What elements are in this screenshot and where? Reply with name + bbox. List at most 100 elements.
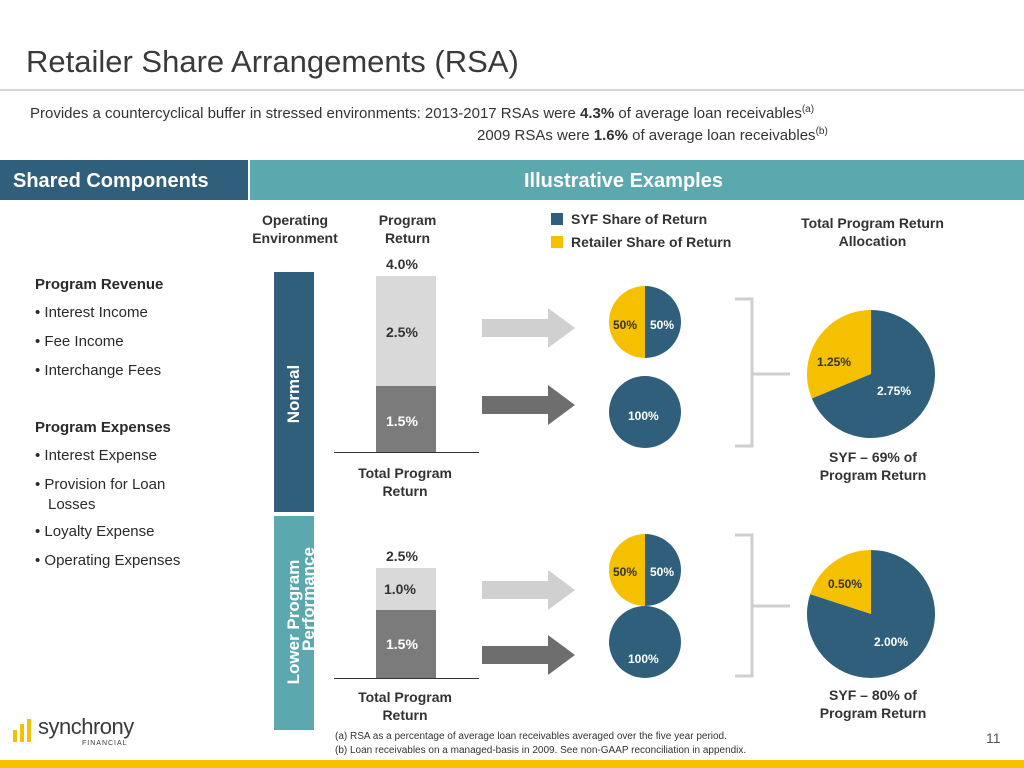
normal-lower-segment-label: 1.5%	[386, 413, 418, 429]
normal-environment-bar	[274, 272, 314, 512]
lower-upper-segment-label: 1.0%	[384, 581, 416, 597]
normal-syf-arrow	[482, 385, 575, 425]
page-number: 11	[986, 730, 1001, 746]
normal-allocation-summary-line-2: Program Return	[819, 467, 927, 483]
normal-allocation-retailer-slice	[807, 310, 871, 399]
bottom-accent-bar	[0, 760, 1024, 768]
shared-components-title: Shared Components	[13, 170, 209, 192]
page-title: Retailer Share Arrangements (RSA)	[26, 44, 519, 79]
shared-components-header: Shared Components	[0, 160, 248, 200]
lower-retailer-arrow	[482, 570, 575, 610]
logo-tagline: FINANCIAL	[82, 740, 128, 747]
program-return-header-line-1: Program	[378, 212, 437, 228]
normal-total-return-label: 4.0%	[386, 256, 418, 272]
logo-wordmark: synchrony	[38, 714, 134, 739]
operating-environment-header-line-2: Environment	[252, 230, 338, 246]
program-expenses-heading: Program Expenses	[35, 419, 171, 436]
program-return-header-line-2: Return	[384, 230, 431, 246]
title-divider	[0, 89, 1024, 91]
normal-bracket	[735, 297, 754, 448]
lower-allocation-syf-slice	[807, 550, 935, 678]
subtitle-line-2-value: 1.6%	[593, 127, 628, 144]
lower-split-syf-label: 50%	[650, 565, 675, 579]
footnote-a: (a) RSA as a percentage of average loan …	[335, 731, 727, 742]
syf-legend-label: SYF Share of Return	[571, 211, 708, 227]
expense-item-operating-expenses: • Operating Expenses	[35, 552, 181, 569]
normal-split-retailer-label: 50%	[613, 318, 638, 332]
subtitle-line-2-prefix: 2009 RSAs were	[477, 127, 590, 144]
lower-syf-arrow	[482, 635, 575, 675]
subtitle-line-1-value: 4.3%	[580, 105, 615, 122]
normal-allocation-summary: SYF – 69% of Program Return	[792, 448, 954, 484]
normal-retailer-share-segment	[376, 276, 436, 386]
normal-full-pie-label: 100%	[628, 409, 659, 423]
footnote-ref-a: (a)	[801, 104, 815, 115]
subtitle-line-2: 2009 RSAs were 1.6% of average loan rece…	[477, 126, 828, 144]
program-revenue-heading: Program Revenue	[35, 276, 164, 293]
subtitle-line-1: Provides a countercyclical buffer in str…	[30, 104, 814, 122]
expense-item-interest-expense-text: Interest Expense	[44, 447, 157, 464]
normal-split-pie-retailer-slice	[609, 286, 645, 358]
lower-bar-caption-line-2: Return	[382, 707, 428, 723]
lower-total-return-label: 2.5%	[386, 548, 418, 564]
syf-legend-swatch	[551, 213, 563, 225]
revenue-item-interest-income-text: Interest Income	[44, 304, 148, 321]
retailer-legend-swatch	[551, 236, 563, 248]
normal-allocation-syf-label: 2.75%	[877, 384, 912, 398]
lower-full-syf-pie	[609, 606, 681, 678]
normal-baseline	[334, 452, 479, 453]
total-allocation-header-line-1: Total Program Return	[801, 215, 944, 231]
lower-syf-retained-segment	[376, 610, 436, 678]
normal-allocation-summary-line-1: SYF – 69% of	[829, 449, 917, 465]
subtitle-line-1-suffix: of average loan receivables	[618, 105, 802, 122]
revenue-item-fee-income: • Fee Income	[35, 333, 124, 350]
normal-bar-caption-line-2: Return	[382, 483, 428, 499]
lower-bracket	[735, 533, 754, 678]
revenue-item-interchange-fees-text: Interchange Fees	[44, 362, 162, 379]
operating-environment-header: Operating Environment	[240, 211, 350, 247]
lower-allocation-retailer-slice	[810, 550, 871, 614]
footnote-b: (b) Loan receivables on a managed-basis …	[335, 745, 747, 756]
lower-allocation-retailer-label: 0.50%	[828, 577, 863, 591]
lower-allocation-summary-line-1: SYF – 80% of	[829, 687, 917, 703]
expense-item-interest-expense: • Interest Expense	[35, 447, 157, 464]
lower-bar-caption-line-1: Total Program	[358, 689, 452, 705]
retailer-legend-label: Retailer Share of Return	[571, 234, 732, 250]
expense-item-provision: • Provision for Loan	[35, 476, 166, 493]
operating-environment-header-line-1: Operating	[261, 212, 329, 228]
total-allocation-header: Total Program Return Allocation	[780, 214, 965, 250]
lower-performance-environment-bar	[274, 516, 314, 730]
subtitle-line-1-prefix: Provides a countercyclical buffer in str…	[30, 105, 576, 122]
lower-split-pie-retailer-slice	[609, 534, 645, 606]
normal-allocation-syf-slice	[811, 310, 935, 438]
synchrony-logo: synchrony FINANCIAL	[12, 714, 142, 752]
lower-allocation-summary-line-2: Program Return	[819, 705, 927, 721]
lower-split-retailer-label: 50%	[613, 565, 638, 579]
expense-item-provision-continued: Losses	[48, 496, 96, 513]
normal-full-syf-pie	[609, 376, 681, 448]
normal-split-syf-label: 50%	[650, 318, 675, 332]
revenue-item-interest-income: • Interest Income	[35, 304, 148, 321]
total-allocation-header-line-2: Allocation	[838, 233, 907, 249]
synchrony-logo-icon	[13, 719, 31, 742]
revenue-item-interchange-fees: • Interchange Fees	[35, 362, 162, 379]
lower-baseline	[334, 678, 479, 679]
normal-upper-segment-label: 2.5%	[386, 324, 418, 340]
normal-syf-retained-segment	[376, 386, 436, 452]
normal-allocation-retailer-label: 1.25%	[817, 355, 852, 369]
lower-full-pie-label: 100%	[628, 652, 659, 666]
lower-split-pie-syf-slice	[645, 534, 681, 606]
expense-item-loyalty-expense-text: Loyalty Expense	[44, 523, 155, 540]
illustrative-examples-title: Illustrative Examples	[524, 170, 723, 192]
normal-retailer-arrow	[482, 308, 575, 348]
program-return-header: Program Return	[355, 211, 460, 247]
expense-item-loyalty-expense: • Loyalty Expense	[35, 523, 155, 540]
revenue-item-fee-income-text: Fee Income	[44, 333, 124, 350]
normal-split-pie-syf-slice	[645, 286, 681, 358]
footnote-ref-b: (b)	[815, 126, 828, 137]
expense-item-provision-text: Provision for Loan	[44, 476, 166, 493]
lower-allocation-syf-label: 2.00%	[874, 635, 909, 649]
lower-lower-segment-label: 1.5%	[386, 636, 418, 652]
lower-bar-caption: Total Program Return	[330, 688, 480, 724]
